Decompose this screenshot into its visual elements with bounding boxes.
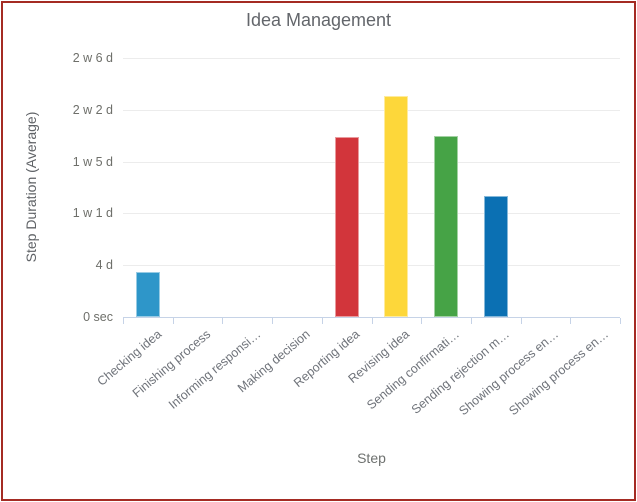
bar[interactable] [484,196,508,317]
x-axis-tick [172,318,174,324]
gridline [123,58,620,59]
y-tick-label: 0 sec [83,310,113,324]
x-tick-label: Informing responsi… [165,327,264,412]
bar[interactable] [136,272,160,317]
x-tick-label: Sending confirmati… [364,327,463,413]
y-tick-label: 4 d [95,258,113,273]
x-axis-tick [321,318,323,324]
y-tick-label: 2 w 2 d [72,102,113,117]
x-axis-tick [620,318,621,324]
x-axis-title: Step [357,450,386,466]
x-axis-line [123,317,620,318]
y-tick-label: 2 w 6 d [72,51,113,65]
gridline [123,265,620,267]
x-axis-tick [371,318,373,324]
bar[interactable] [335,137,359,317]
x-axis-tick [520,318,522,324]
x-axis-tick [470,318,472,324]
x-tick-label: Showing process en… [506,327,612,419]
x-axis-tick [123,318,124,324]
x-axis-tick [421,318,423,324]
x-axis-tick [570,318,572,324]
y-tick-label: 1 w 5 d [72,154,113,169]
bar[interactable] [434,136,458,317]
chart-title: Idea Management [245,10,392,30]
gridline [123,109,620,111]
x-axis-tick [222,318,224,324]
x-axis-tick [272,318,274,324]
gridline [123,161,620,163]
bar[interactable] [384,96,408,317]
y-tick-label: 1 w 1 d [72,206,113,221]
gridline [123,213,620,215]
